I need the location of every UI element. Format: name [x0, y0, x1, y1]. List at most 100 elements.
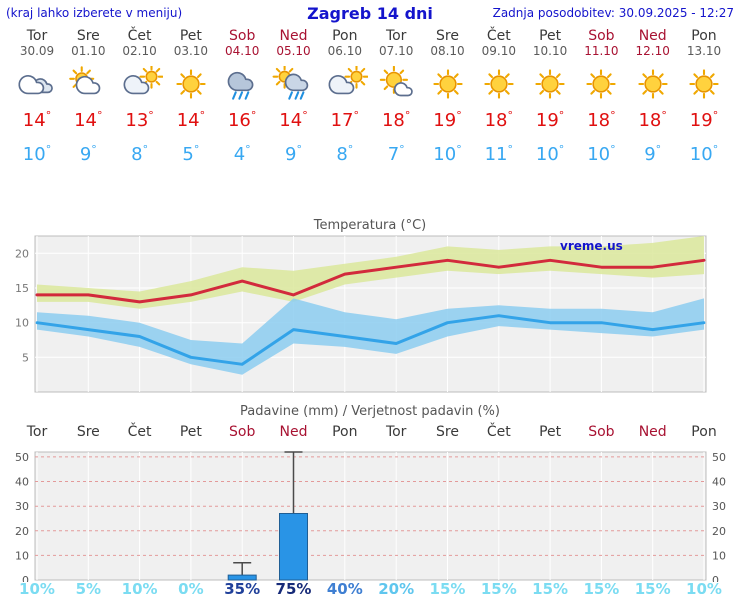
- sunny-icon: [574, 64, 628, 104]
- min-temperature: 9°: [79, 143, 97, 165]
- min-temperature: 10°: [22, 143, 52, 165]
- svg-text:15: 15: [15, 282, 29, 295]
- precip-day-label: Sre: [76, 424, 100, 440]
- precip-probability: 20%: [378, 580, 415, 598]
- day-date: 10.10: [532, 44, 568, 58]
- day-name: Sob: [588, 28, 615, 44]
- min-temperature: 8°: [336, 143, 354, 165]
- day-date: 12.10: [635, 44, 670, 58]
- min-temperature: 10°: [535, 143, 565, 165]
- day-column[interactable]: Pet 10.10 19° 10°: [523, 28, 577, 165]
- svg-text:20: 20: [712, 525, 726, 538]
- day-column[interactable]: Sob 04.10 16° 4°: [215, 28, 269, 165]
- day-name: Sre: [436, 28, 459, 44]
- day-column[interactable]: Čet 09.10 18° 11°: [472, 28, 526, 165]
- precip-day-label: Pet: [539, 424, 562, 440]
- day-name: Tor: [26, 28, 48, 44]
- day-column[interactable]: Pon 06.10 17° 8°: [318, 28, 372, 165]
- day-column[interactable]: Sre 01.10 14° 9°: [61, 28, 115, 165]
- max-temperature: 19°: [689, 109, 719, 131]
- min-temperature: 10°: [433, 143, 462, 165]
- day-name: Sre: [76, 28, 100, 44]
- precip-day-label: Tor: [26, 424, 48, 440]
- day-date: 02.10: [122, 44, 157, 58]
- precip-probability: 10%: [686, 580, 722, 598]
- precip-probability: 15%: [532, 580, 569, 598]
- day-column[interactable]: Tor 07.10 18° 7°: [369, 28, 423, 165]
- day-name: Pet: [539, 28, 562, 44]
- svg-text:40: 40: [15, 476, 29, 489]
- svg-text:0: 0: [22, 574, 29, 582]
- svg-text:5: 5: [22, 351, 29, 364]
- precipitation-chart: 0 0 10 10 20 20 30 30 40 40 50 50: [15, 451, 726, 582]
- svg-text:20: 20: [15, 247, 29, 260]
- max-temperature: 13°: [125, 109, 154, 131]
- day-date: 06.10: [327, 44, 362, 58]
- day-forecast-strip: Tor 30.09 14° 10° Sre 01.10 14° 9° Čet 02.10 13° 8°…: [0, 28, 740, 188]
- precip-probability: 10%: [19, 580, 55, 598]
- precip-day-label: Ned: [279, 424, 308, 440]
- min-temperature: 7°: [387, 143, 405, 165]
- min-temperature: 8°: [131, 143, 149, 165]
- day-name: Ned: [279, 28, 308, 44]
- day-column[interactable]: Ned 05.10 14° 9°: [267, 28, 321, 165]
- day-date: 01.10: [71, 44, 106, 58]
- min-temperature: 9°: [285, 143, 302, 165]
- max-temperature: 18°: [638, 109, 667, 131]
- max-temperature: 16°: [227, 109, 257, 131]
- max-temperature: 19°: [535, 109, 565, 131]
- precip-day-label: Čet: [127, 424, 152, 440]
- mostly-cloudy-icon: [113, 64, 167, 104]
- day-column[interactable]: Tor 30.09 14° 10°: [10, 28, 64, 165]
- min-temperature: 5°: [182, 143, 200, 165]
- min-temperature: 10°: [689, 143, 719, 165]
- day-name: Pet: [179, 28, 202, 44]
- precip-probability: 75%: [275, 580, 312, 598]
- svg-text:30: 30: [15, 500, 29, 513]
- location-menu-hint: (kraj lahko izberete v meniju): [6, 6, 183, 20]
- max-temperature: 14°: [22, 109, 52, 131]
- mostly-sunny-icon: [369, 64, 423, 104]
- sunny-icon: [523, 64, 577, 104]
- day-column[interactable]: Pet 03.10 14° 5°: [164, 28, 218, 165]
- watermark: vreme.us: [560, 239, 623, 253]
- rain-icon: [215, 64, 269, 104]
- day-column[interactable]: Pon 13.10 19° 10°: [677, 28, 731, 165]
- svg-text:10: 10: [15, 549, 29, 562]
- rain-sun-icon: [267, 64, 321, 104]
- day-date: 09.10: [481, 44, 516, 58]
- max-temperature: 14°: [74, 109, 103, 131]
- day-date: 13.10: [686, 44, 722, 58]
- precipitation-day-labels: Tor Sre Čet Pet Sob Ned Pon Tor Sre Čet Pet Sob Ned P…: [0, 424, 740, 442]
- svg-text:0: 0: [712, 574, 719, 582]
- day-name: Pon: [332, 28, 358, 44]
- svg-text:10: 10: [712, 549, 726, 562]
- precip-probability: 15%: [583, 580, 620, 598]
- precip-probability: 15%: [634, 580, 671, 598]
- day-date: 05.10: [276, 44, 311, 58]
- day-date: 07.10: [379, 44, 414, 58]
- svg-text:20: 20: [15, 525, 29, 538]
- day-column[interactable]: Sre 08.10 19° 10°: [421, 28, 475, 165]
- last-update: Zadnja posodobitev: 30.09.2025 - 12:27: [492, 6, 734, 20]
- day-column[interactable]: Čet 02.10 13° 8°: [113, 28, 167, 165]
- temperature-chart: 5 10 15 20 vreme.us: [15, 235, 707, 393]
- min-temperature: 10°: [587, 143, 616, 165]
- precip-probability: 15%: [429, 580, 466, 598]
- precip-day-label: Sob: [588, 424, 615, 440]
- sunny-icon: [677, 64, 731, 104]
- day-name: Tor: [385, 28, 407, 44]
- precip-day-label: Pet: [179, 424, 202, 440]
- precipitation-chart-title: Padavine (mm) / Verjetnost padavin (%): [240, 404, 500, 419]
- sunny-icon: [421, 64, 475, 104]
- day-column[interactable]: Sob 11.10 18° 10°: [574, 28, 628, 165]
- min-temperature: 9°: [644, 143, 662, 165]
- max-temperature: 18°: [381, 109, 411, 131]
- precip-day-label: Tor: [385, 424, 407, 440]
- day-date: 30.09: [19, 44, 55, 58]
- max-temperature: 18°: [484, 109, 513, 131]
- max-temperature: 14°: [279, 109, 308, 131]
- day-column[interactable]: Ned 12.10 18° 9°: [626, 28, 680, 165]
- svg-text:50: 50: [712, 451, 726, 464]
- precip-day-label: Čet: [486, 424, 511, 440]
